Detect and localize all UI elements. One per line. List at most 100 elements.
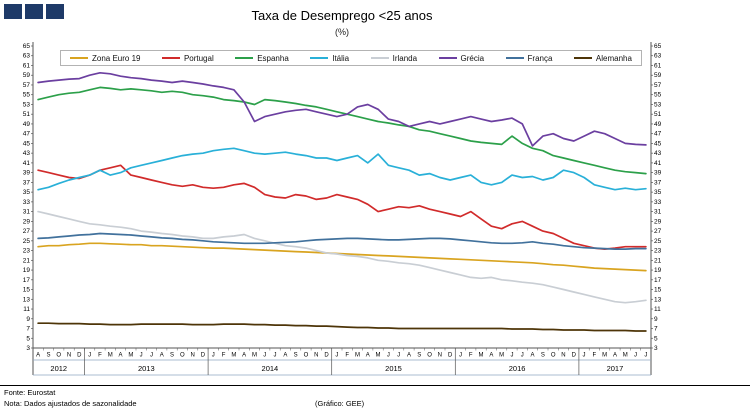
x-axis-month-label: S <box>294 353 298 359</box>
x-axis-month-label: M <box>499 353 504 359</box>
y-axis-label-right: 29 <box>654 218 662 225</box>
series-line-irlanda <box>37 210 647 304</box>
legend-label: Espanha <box>257 53 289 63</box>
y-axis-label-right: 43 <box>654 150 662 157</box>
y-axis-label-left: 9 <box>26 316 30 323</box>
x-axis-month-label: M <box>128 353 133 359</box>
x-axis-month-label: S <box>417 353 421 359</box>
x-axis-month-label: J <box>634 353 637 359</box>
x-axis-month-label: O <box>56 353 61 359</box>
x-axis-year-label: 2016 <box>509 364 526 373</box>
y-axis-label-left: 21 <box>23 257 31 264</box>
legend-item-gr-cia: Grécia <box>438 53 485 63</box>
y-axis-label-right: 39 <box>654 170 662 177</box>
legend-item-portugal: Portugal <box>161 54 214 63</box>
y-axis-label-right: 21 <box>654 257 662 264</box>
y-axis-label-right: 27 <box>654 228 662 235</box>
x-axis-month-label: A <box>489 353 493 359</box>
series-line-alemanha <box>37 322 647 332</box>
x-axis-month-label: A <box>531 353 535 359</box>
x-axis-year-label: 2012 <box>50 364 67 373</box>
seasonal-adjustment-note: Nota: Dados ajustados de sazonalidade <box>4 399 137 408</box>
x-axis-year-label: 2015 <box>385 364 402 373</box>
x-axis-month-label: J <box>212 353 215 359</box>
x-axis-month-label: O <box>551 353 556 359</box>
y-axis-label-right: 17 <box>654 277 662 284</box>
logo-square <box>4 4 22 19</box>
y-axis-label-left: 3 <box>26 345 30 352</box>
x-axis-month-label: J <box>88 353 91 359</box>
legend-item-espanha: Espanha <box>235 54 289 63</box>
y-axis-label-right: 5 <box>654 335 658 342</box>
legend-item-it-lia: Itália <box>310 54 349 63</box>
x-axis-month-label: N <box>561 353 565 359</box>
x-axis-month-label: O <box>180 353 185 359</box>
x-axis-month-label: J <box>387 353 390 359</box>
x-axis-month-label: A <box>283 353 287 359</box>
x-axis-month-label: A <box>242 353 246 359</box>
x-axis-month-label: J <box>521 353 524 359</box>
x-axis-month-label: D <box>201 353 206 359</box>
x-axis-month-label: M <box>602 353 607 359</box>
y-axis-label-left: 19 <box>23 267 31 274</box>
x-axis-month-label: F <box>98 353 102 359</box>
x-axis-month-label: A <box>119 353 123 359</box>
x-axis-month-label: N <box>67 353 71 359</box>
x-axis-month-label: A <box>613 353 617 359</box>
logo-square <box>46 4 64 19</box>
x-axis-month-label: A <box>407 353 411 359</box>
legend-swatch <box>235 57 254 59</box>
legend-label: Grécia <box>460 53 485 63</box>
x-axis-year-label: 2014 <box>262 364 279 373</box>
y-axis-label-left: 23 <box>23 248 31 255</box>
x-axis-month-label: F <box>222 353 226 359</box>
x-axis-month-label: D <box>77 353 82 359</box>
x-axis-month-label: A <box>366 353 370 359</box>
y-axis-label-right: 51 <box>654 111 662 118</box>
legend-item-fran-a: França <box>505 54 552 63</box>
y-axis-label-left: 53 <box>23 101 31 108</box>
y-axis-label-left: 47 <box>23 131 31 138</box>
y-axis-label-right: 9 <box>654 316 658 323</box>
x-axis-year-label: 2013 <box>138 364 155 373</box>
y-axis-label-left: 15 <box>23 287 31 294</box>
x-axis-month-label: M <box>623 353 628 359</box>
legend-swatch <box>573 57 592 59</box>
y-axis-label-right: 13 <box>654 296 662 303</box>
y-axis-label-right: 11 <box>654 306 661 313</box>
x-axis-month-label: N <box>438 353 442 359</box>
x-axis-month-label: J <box>583 353 586 359</box>
y-axis-label-right: 41 <box>654 160 662 167</box>
y-axis-label-left: 59 <box>23 72 31 79</box>
x-axis-month-label: J <box>150 353 153 359</box>
y-axis-label-left: 31 <box>23 209 31 216</box>
legend-label: Zona Euro 19 <box>92 53 141 63</box>
y-axis-label-right: 35 <box>654 189 662 196</box>
series-line-gr-cia <box>37 71 647 147</box>
x-axis-month-label: J <box>274 353 277 359</box>
y-axis-label-left: 37 <box>23 179 31 186</box>
legend-item-zona-euro-19: Zona Euro 19 <box>70 54 140 63</box>
x-axis-month-label: A <box>160 353 164 359</box>
series-line-espanha <box>37 86 647 175</box>
x-axis-month-label: M <box>376 353 381 359</box>
y-axis-label-left: 29 <box>23 218 31 225</box>
y-axis-label-left: 7 <box>26 326 30 333</box>
x-axis-month-label: J <box>510 353 513 359</box>
y-axis-label-left: 39 <box>23 170 31 177</box>
x-axis-month-label: F <box>469 353 473 359</box>
x-axis-month-label: N <box>314 353 318 359</box>
y-axis-label-right: 59 <box>654 72 662 79</box>
x-axis-month-label: M <box>355 353 360 359</box>
x-axis-month-label: D <box>448 353 453 359</box>
x-axis-month-label: M <box>231 353 236 359</box>
chart-title: Taxa de Desemprego <25 anos <box>251 8 433 23</box>
legend-swatch <box>161 57 180 59</box>
x-axis-month-label: J <box>459 353 462 359</box>
legend-item-irlanda: Irlanda <box>370 54 417 63</box>
legend-swatch <box>370 57 389 59</box>
x-axis-month-label: S <box>170 353 174 359</box>
y-axis-label-right: 33 <box>654 199 662 206</box>
source-note: Fonte: Eurostat <box>4 388 56 397</box>
